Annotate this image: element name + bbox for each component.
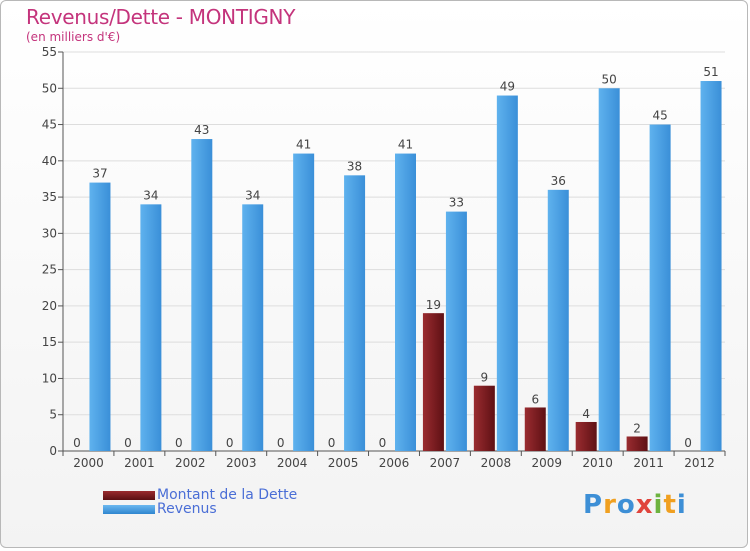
bar-revenus-2006 — [395, 153, 416, 451]
bar-revenus-2001 — [140, 204, 162, 451]
chart-title: Revenus/Dette - MONTIGNY — [26, 5, 296, 29]
bar-dette-2009 — [524, 407, 546, 451]
bar-dette-2011 — [626, 436, 648, 451]
logo-letter: o — [616, 490, 636, 520]
data-label-dette-2004: 0 — [277, 436, 285, 450]
x-tick-label: 2005 — [328, 456, 359, 470]
legend-swatch-dette — [103, 490, 155, 500]
x-tick-label: 2008 — [481, 456, 512, 470]
data-label-dette-2011: 2 — [633, 421, 641, 435]
logo-letter: r — [603, 490, 617, 520]
data-label-dette-2005: 0 — [328, 436, 336, 450]
data-label-dette-2002: 0 — [175, 436, 183, 450]
y-tick-label: 15 — [42, 335, 57, 349]
y-tick-label: 55 — [42, 45, 57, 59]
data-label-dette-2000: 0 — [73, 436, 81, 450]
data-label-revenus-2000: 37 — [92, 167, 107, 181]
bar-revenus-2012 — [700, 81, 722, 451]
data-label-revenus-2005: 38 — [347, 159, 362, 173]
y-tick-label: 10 — [42, 371, 57, 385]
bar-dette-2008 — [473, 385, 495, 451]
data-label-revenus-2012: 51 — [703, 65, 718, 79]
legend-label-dette: Montant de la Dette — [157, 487, 298, 503]
data-label-dette-2007: 19 — [426, 298, 441, 312]
legend-item-dette: Montant de la Dette — [103, 487, 297, 503]
y-tick-label: 40 — [42, 154, 57, 168]
y-tick-label: 0 — [49, 444, 57, 458]
bar-revenus-2004 — [293, 153, 315, 451]
bar-revenus-2000 — [89, 182, 111, 451]
bar-revenus-2007 — [445, 211, 467, 451]
logo-letter: x — [635, 490, 654, 520]
data-label-revenus-2004: 41 — [296, 138, 311, 152]
bar-revenus-2008 — [496, 95, 518, 451]
logo-letter: t — [663, 490, 677, 520]
proxiti-logo: Proxiti — [583, 490, 687, 520]
bar-dette-2010 — [575, 421, 597, 451]
data-label-revenus-2003: 34 — [245, 188, 260, 202]
y-tick-label: 30 — [42, 226, 57, 240]
legend-label-revenus: Revenus — [157, 501, 217, 517]
y-tick-label: 35 — [42, 190, 57, 204]
y-tick-label: 50 — [42, 81, 57, 95]
bar-revenus-2003 — [242, 204, 264, 451]
data-label-revenus-2011: 45 — [652, 109, 667, 123]
x-tick-label: 2006 — [379, 456, 410, 470]
bar-revenus-2010 — [598, 88, 620, 451]
x-tick-label: 2010 — [582, 456, 613, 470]
data-label-revenus-2007: 33 — [449, 196, 464, 210]
data-label-dette-2001: 0 — [124, 436, 132, 450]
x-tick-label: 2007 — [430, 456, 461, 470]
data-label-dette-2003: 0 — [226, 436, 234, 450]
y-tick-label: 20 — [42, 299, 57, 313]
x-tick-label: 2012 — [684, 456, 715, 470]
x-tick-label: 2011 — [633, 456, 664, 470]
x-tick-label: 2002 — [175, 456, 206, 470]
data-label-revenus-2009: 36 — [551, 174, 566, 188]
y-tick-label: 45 — [42, 118, 57, 132]
x-tick-label: 2000 — [73, 456, 104, 470]
logo-letter: i — [676, 490, 687, 520]
data-label-dette-2010: 4 — [582, 407, 590, 421]
legend-swatch-revenus — [103, 504, 155, 514]
chart-subtitle: (en milliers d'€) — [26, 30, 121, 44]
logo-letter: i — [653, 490, 664, 520]
data-label-revenus-2006: 41 — [398, 138, 413, 152]
data-label-revenus-2001: 34 — [143, 188, 158, 202]
data-label-dette-2012: 0 — [684, 436, 692, 450]
data-label-revenus-2002: 43 — [194, 123, 209, 137]
y-tick-label: 5 — [49, 408, 57, 422]
bar-revenus-2009 — [547, 189, 569, 451]
x-tick-label: 2001 — [124, 456, 155, 470]
logo-letter: P — [583, 490, 604, 520]
data-label-dette-2009: 6 — [531, 392, 539, 406]
data-label-revenus-2010: 50 — [602, 72, 617, 86]
bar-revenus-2005 — [344, 175, 366, 451]
bar-revenus-2002 — [191, 139, 213, 451]
x-tick-label: 2003 — [226, 456, 257, 470]
bar-dette-2007 — [422, 313, 444, 451]
bar-revenus-2011 — [649, 124, 671, 451]
y-tick-label: 25 — [42, 263, 57, 277]
data-label-dette-2006: 0 — [379, 436, 387, 450]
x-tick-label: 2009 — [531, 456, 562, 470]
data-label-revenus-2008: 49 — [500, 80, 515, 94]
x-tick-label: 2004 — [277, 456, 308, 470]
legend-item-revenus: Revenus — [103, 501, 217, 517]
data-label-dette-2008: 9 — [481, 371, 489, 385]
